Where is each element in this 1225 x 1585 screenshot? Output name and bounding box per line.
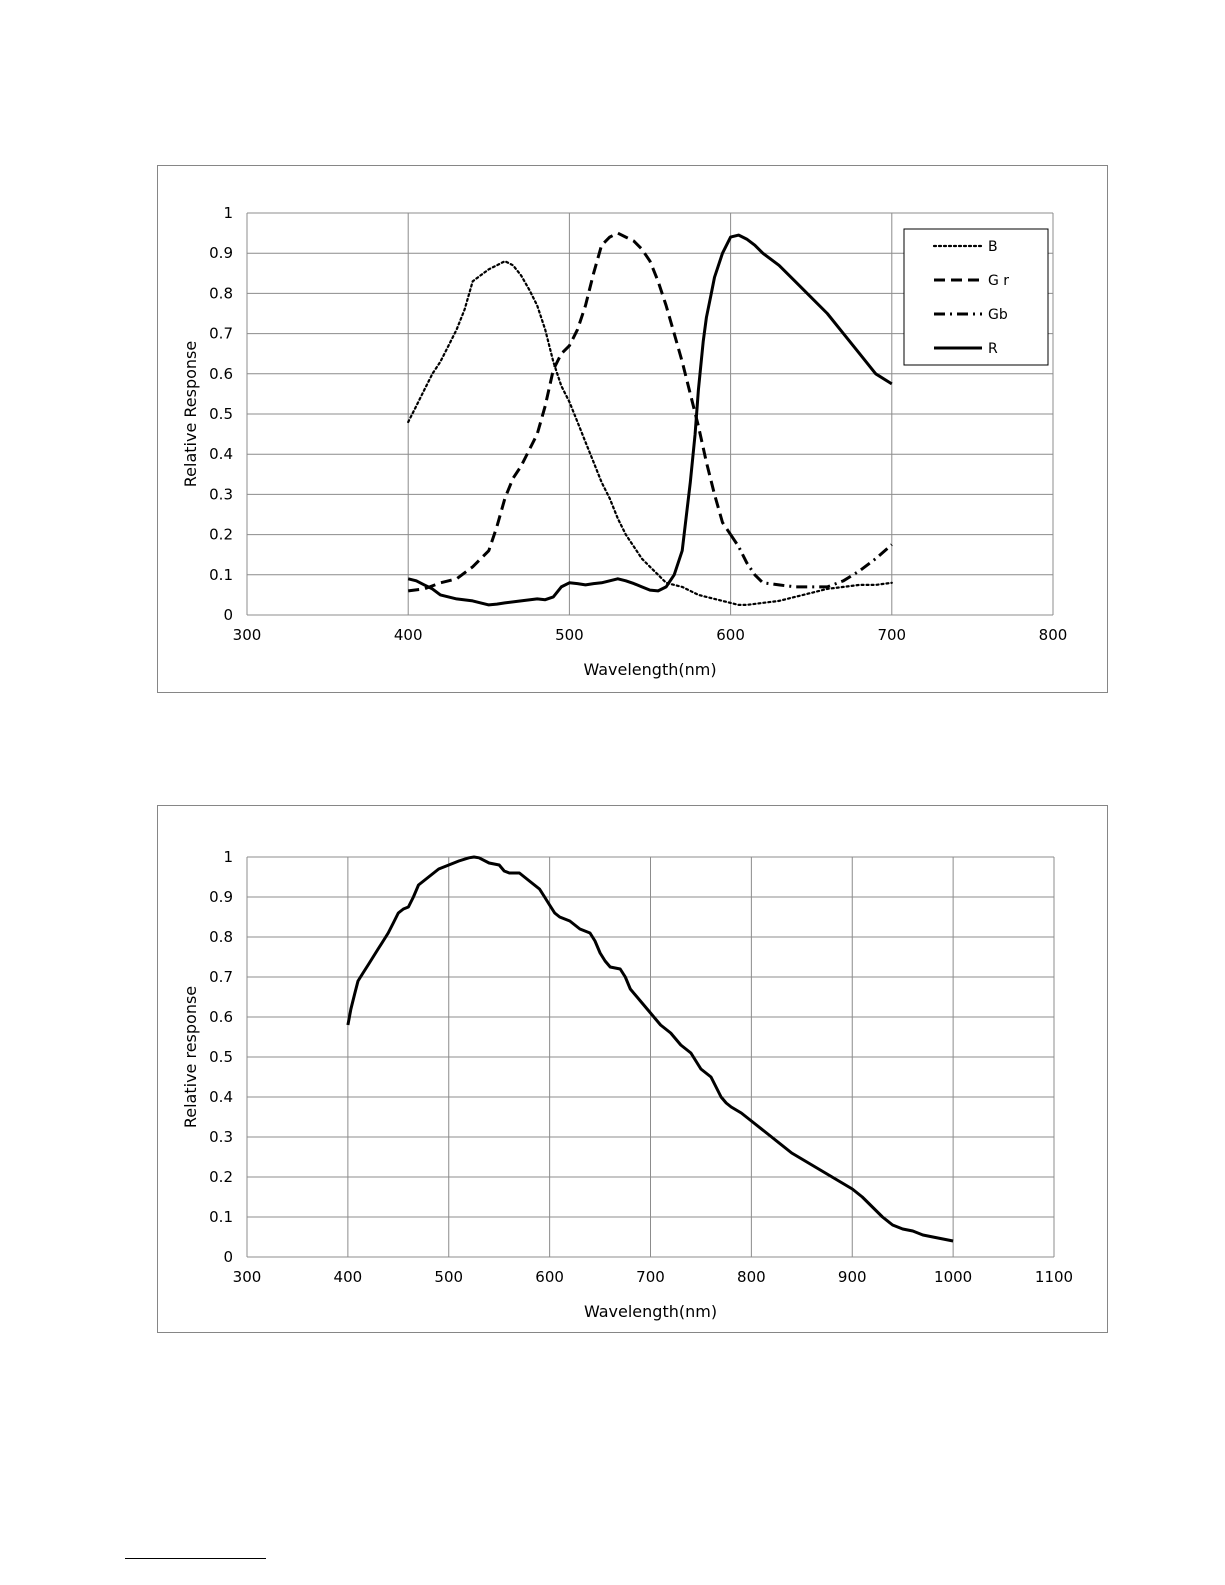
chart-1-x-tick-label: 500 [555, 626, 584, 644]
chart-2-svg: 0 0.1 0.2 0.3 0.4 0.5 0.6 0.7 0.8 0.9 1 300 400 500 60… [181, 848, 1073, 1321]
chart-1-x-tick-label: 400 [394, 626, 423, 644]
chart-1-panel: 0 0.1 0.2 0.3 0.4 0.5 0.6 0.7 0.8 0.9 1 300 400 500 60… [157, 165, 1108, 693]
chart-1-y-tick-label: 0.7 [209, 325, 233, 343]
chart-2-y-tick-label: 0.8 [209, 928, 233, 946]
chart-1-legend-label: B [988, 239, 998, 255]
chart-2-y-tick-label: 0.4 [209, 1088, 233, 1106]
chart-1-y-tick-label: 0.6 [209, 365, 233, 383]
chart-2-x-tick-label: 800 [737, 1268, 766, 1286]
chart-2-x-tick-label: 300 [233, 1268, 262, 1286]
chart-2-y-tick-label: 0.9 [209, 888, 233, 906]
chart-2-y-tick-label: 0.5 [209, 1048, 233, 1066]
chart-2-y-tick-label: 0.7 [209, 968, 233, 986]
chart-1-svg: 0 0.1 0.2 0.3 0.4 0.5 0.6 0.7 0.8 0.9 1 300 400 500 60… [181, 204, 1068, 679]
chart-1-x-tick-label: 700 [877, 626, 906, 644]
chart-1-legend-label: G r [988, 273, 1009, 289]
chart-1-y-tick-label: 0.9 [209, 244, 233, 262]
chart-2-x-tick-label: 1000 [934, 1268, 972, 1286]
chart-2-y-tick-label: 0.6 [209, 1008, 233, 1026]
chart-2-x-tick-label: 700 [636, 1268, 665, 1286]
chart-2-x-tick-label: 400 [334, 1268, 363, 1286]
chart-2-y-tick-label: 0.1 [209, 1208, 233, 1226]
chart-1-y-tick-label: 0.5 [209, 405, 233, 423]
chart-1-legend-label: Gb [988, 307, 1008, 323]
chart-2-x-tick-label: 900 [838, 1268, 867, 1286]
chart-1-legend: B G r Gb R [903, 228, 1049, 366]
chart-1-y-axis-title: Relative Response [181, 341, 200, 487]
chart-1-y-tick-label: 0.2 [209, 526, 233, 544]
chart-1-x-tick-label: 800 [1039, 626, 1068, 644]
chart-1-series-line-gb [729, 533, 893, 589]
chart-2-grid [246, 856, 1055, 1258]
chart-1-series-line-b [407, 260, 893, 606]
chart-2-x-axis-title: Wavelength(nm) [584, 1302, 717, 1321]
chart-1-y-tick-label: 0.8 [209, 284, 233, 302]
chart-1-x-tick-label: 600 [716, 626, 745, 644]
chart-2-x-tick-label: 600 [535, 1268, 564, 1286]
chart-1-y-tick-label: 0 [223, 606, 233, 624]
chart-1-legend-label: R [988, 341, 998, 357]
chart-1-series-line-r [407, 233, 893, 607]
chart-2-series-line-1 [346, 855, 954, 1243]
chart-2-x-tick-label: 1100 [1035, 1268, 1073, 1286]
chart-2-panel: 0 0.1 0.2 0.3 0.4 0.5 0.6 0.7 0.8 0.9 1 300 400 500 60… [157, 805, 1108, 1333]
chart-2-y-tick-label: 0.2 [209, 1168, 233, 1186]
chart-1-y-tick-label: 0.1 [209, 566, 233, 584]
chart-1-y-tick-label: 0.4 [209, 445, 233, 463]
footnote-rule [125, 1558, 266, 1559]
chart-2-y-tick-label: 0 [223, 1248, 233, 1266]
chart-2-y-tick-label: 0.3 [209, 1128, 233, 1146]
chart-2-y-tick-label: 1 [223, 848, 233, 866]
chart-2-y-axis-title: Relative response [181, 986, 200, 1128]
chart-1-x-axis-title: Wavelength(nm) [583, 660, 716, 679]
chart-1-y-tick-label: 1 [223, 204, 233, 222]
chart-1-x-tick-label: 300 [233, 626, 262, 644]
chart-1-y-tick-label: 0.3 [209, 485, 233, 503]
chart-2-x-tick-label: 500 [434, 1268, 463, 1286]
chart-1-grid [246, 212, 1054, 616]
chart-1-legend-box [903, 228, 1049, 366]
chart-1-series-line-gr [408, 231, 732, 593]
